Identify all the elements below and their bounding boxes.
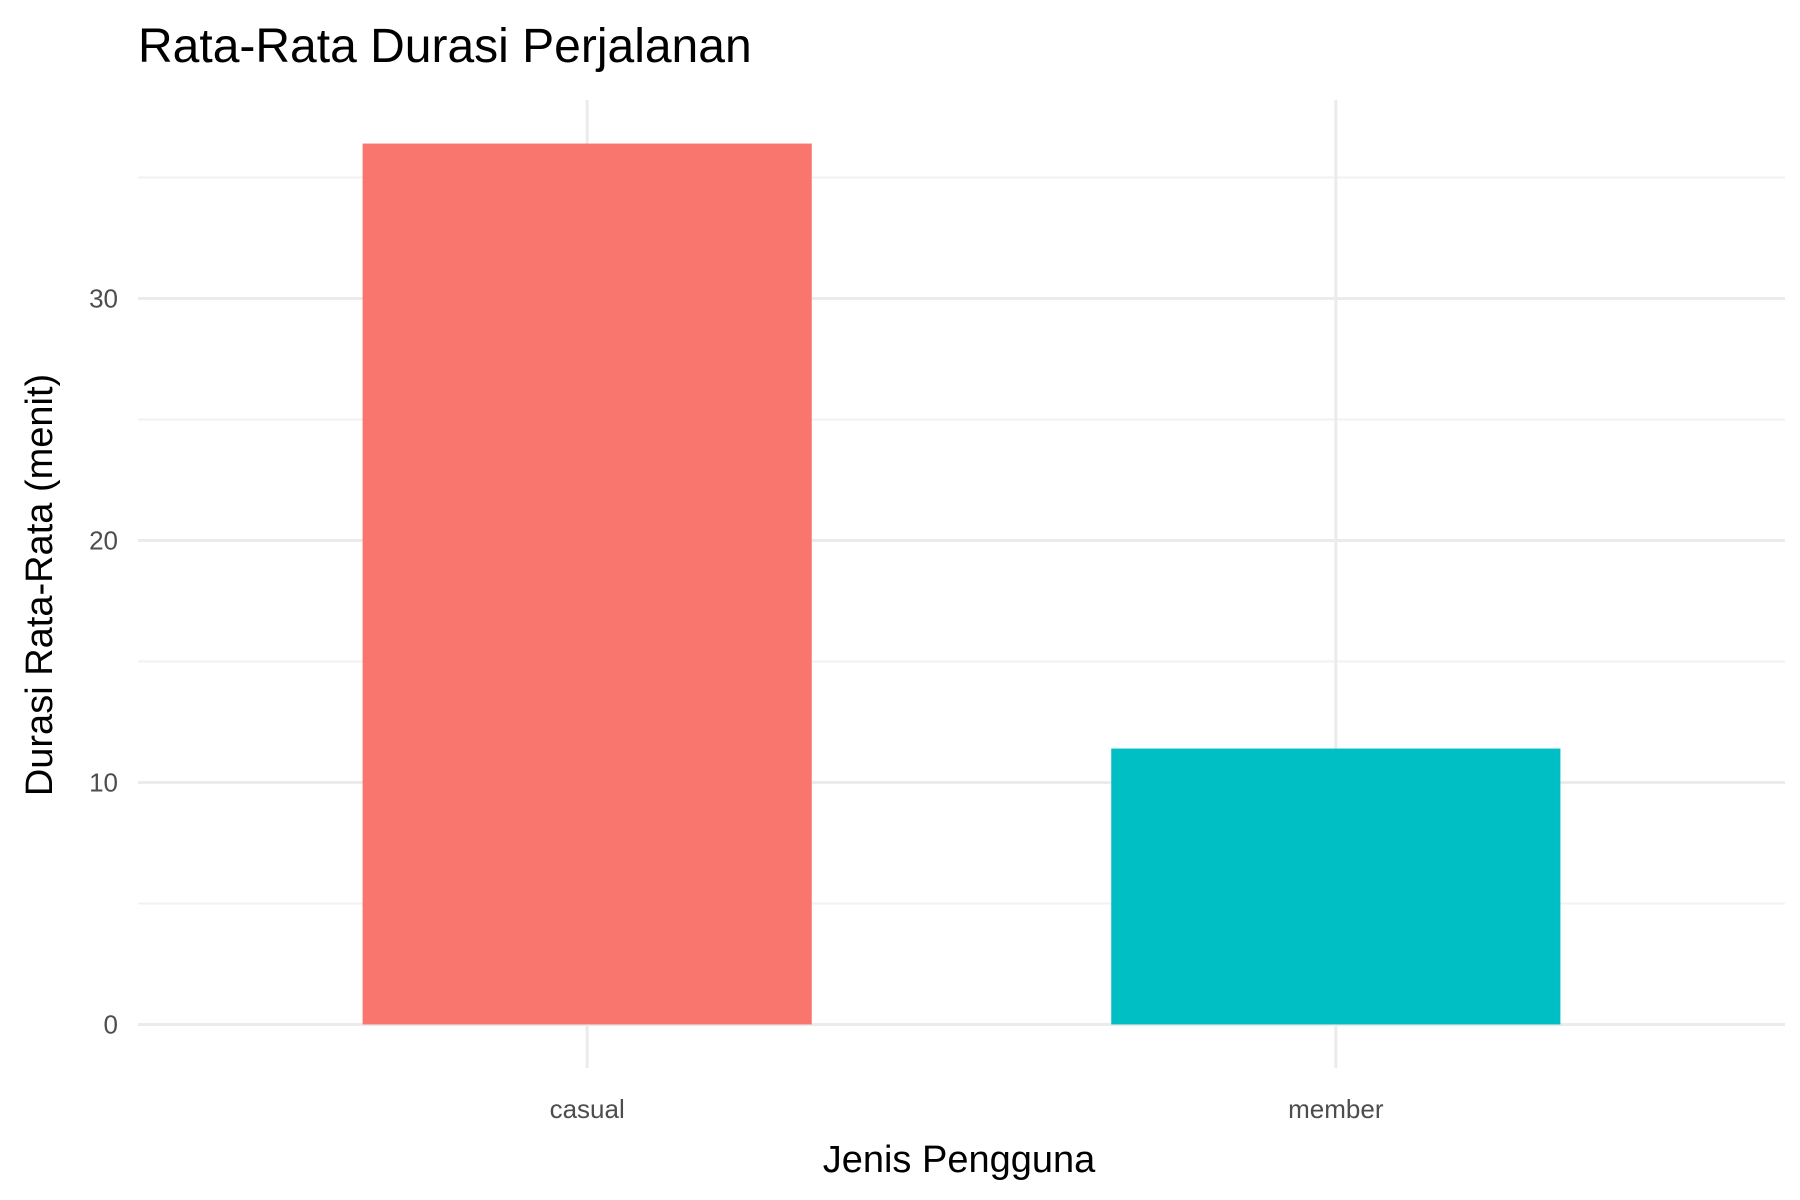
chart-title: Rata-Rata Durasi Perjalanan — [138, 20, 752, 73]
bar-casual — [362, 143, 812, 1025]
y-tick-label: 20 — [89, 525, 118, 555]
bars-layer — [362, 143, 1561, 1025]
y-axis-title: Durasi Rata-Rata (menit) — [19, 374, 61, 796]
x-tick-label: casual — [550, 1094, 625, 1124]
ticks-layer: 0 10 20 30 casual member — [89, 283, 1384, 1124]
bar-member — [1111, 748, 1561, 1025]
x-tick-label: member — [1288, 1094, 1384, 1124]
x-axis-title: Jenis Pengguna — [823, 1139, 1096, 1181]
y-tick-label: 0 — [104, 1009, 118, 1039]
y-tick-label: 10 — [89, 767, 118, 797]
y-tick-label: 30 — [89, 283, 118, 313]
